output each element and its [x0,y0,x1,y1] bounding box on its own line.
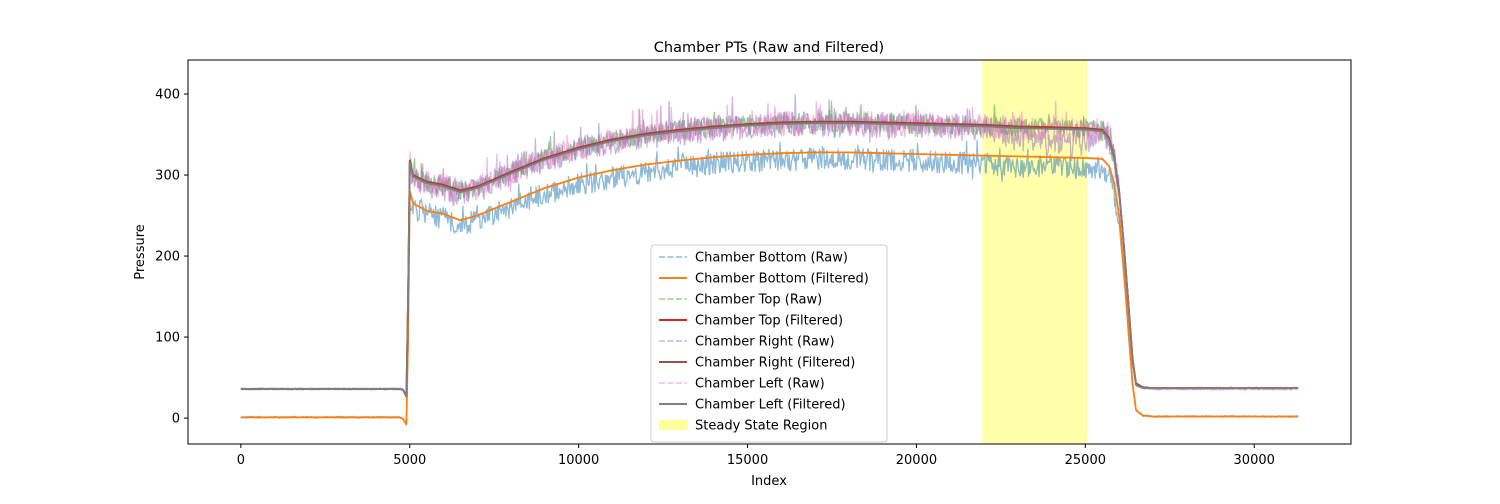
legend-label: Chamber Top (Raw) [695,293,822,308]
x-tick-label: 0 [237,453,245,468]
y-tick-label: 400 [155,88,180,103]
chart-title: Chamber PTs (Raw and Filtered) [654,40,884,56]
x-tick-label: 10000 [558,453,599,468]
series-line-chamber-bottom-filtered [240,151,1299,426]
series-layer [240,93,1299,426]
legend: Chamber Bottom (Raw) Chamber Bottom (Filt… [650,244,888,443]
x-tick-label: 30000 [1234,453,1275,468]
legend-label: Steady State Region [695,419,827,434]
x-tick-label: 25000 [1065,453,1106,468]
legend-label: Chamber Left (Filtered) [695,398,846,413]
y-tick-label: 100 [155,331,180,346]
x-axis-label: Index [751,474,787,489]
legend-label: Chamber Top (Filtered) [695,314,843,329]
steady-state-layer [982,60,1088,444]
legend-label: Chamber Bottom (Raw) [695,251,848,266]
y-axis-label: Pressure [133,224,148,280]
y-axis: 0 100 200 300 400 [155,88,188,427]
y-tick-label: 200 [155,250,180,265]
series-line-chamber-left-filtered [240,122,1299,398]
legend-label: Chamber Right (Raw) [695,335,835,350]
x-tick-label: 15000 [727,453,768,468]
y-tick-label: 0 [172,412,180,427]
steady-state-region [982,60,1088,444]
x-tick-label: 5000 [393,453,426,468]
y-tick-label: 300 [155,169,180,184]
legend-box [650,244,888,443]
x-tick-label: 20000 [896,453,937,468]
x-axis: 0 5000 10000 15000 20000 25000 30000 [237,444,1275,468]
legend-label: Chamber Left (Raw) [695,377,825,392]
legend-label: Chamber Right (Filtered) [695,356,855,371]
legend-label: Chamber Bottom (Filtered) [695,272,869,287]
plot-frame [187,59,1352,445]
legend-swatch-steady-state-region [659,420,687,430]
